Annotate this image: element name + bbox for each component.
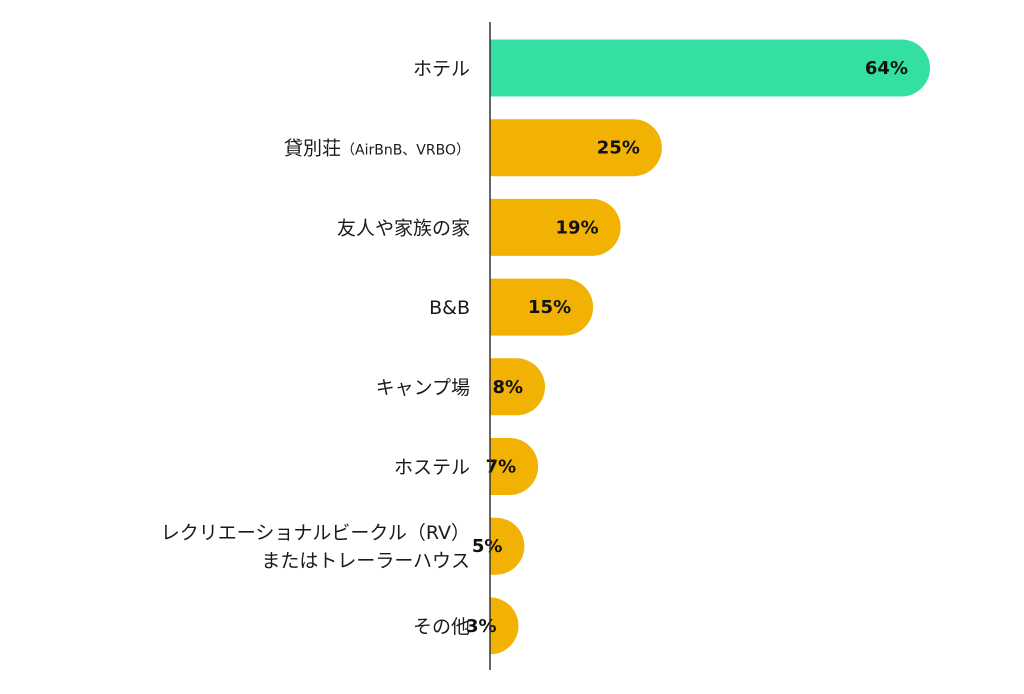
value-label: 64%: [865, 58, 908, 79]
value-labels-layer: 64% 25% 19% 15% 8% 7% 5% 3%: [466, 58, 908, 637]
value-label: 7%: [486, 457, 517, 478]
category-label: ホステル: [394, 457, 470, 479]
value-label: 3%: [466, 616, 497, 637]
value-label: 5%: [472, 536, 503, 557]
category-label-note: （AirBnB、VRBO）: [341, 143, 470, 159]
category-label: B&B: [429, 297, 470, 319]
category-label: 貸別荘（AirBnB、VRBO）: [284, 138, 470, 160]
bar-6: [490, 438, 539, 495]
bar-8: [490, 597, 519, 655]
category-label-main: 貸別荘: [284, 138, 341, 160]
category-label: キャンプ場: [376, 377, 470, 399]
bar-4: [490, 278, 594, 336]
bar-5: [490, 358, 545, 416]
bar-2: [490, 119, 662, 177]
bar-7: [490, 517, 525, 575]
bar-1: [490, 39, 930, 97]
value-label: 25%: [597, 138, 640, 159]
bar-3: [490, 198, 621, 256]
category-label: ホテル: [413, 58, 470, 80]
category-label: 友人や家族の家: [337, 217, 470, 239]
value-label: 8%: [492, 377, 523, 398]
category-label: その他: [413, 616, 470, 638]
category-label: またはトレーラーハウス: [261, 550, 470, 572]
value-label: 19%: [556, 217, 599, 238]
category-label: レクリエーショナルビークル（RV）: [161, 522, 470, 544]
bars-layer: [490, 39, 930, 655]
value-label: 15%: [528, 297, 571, 318]
